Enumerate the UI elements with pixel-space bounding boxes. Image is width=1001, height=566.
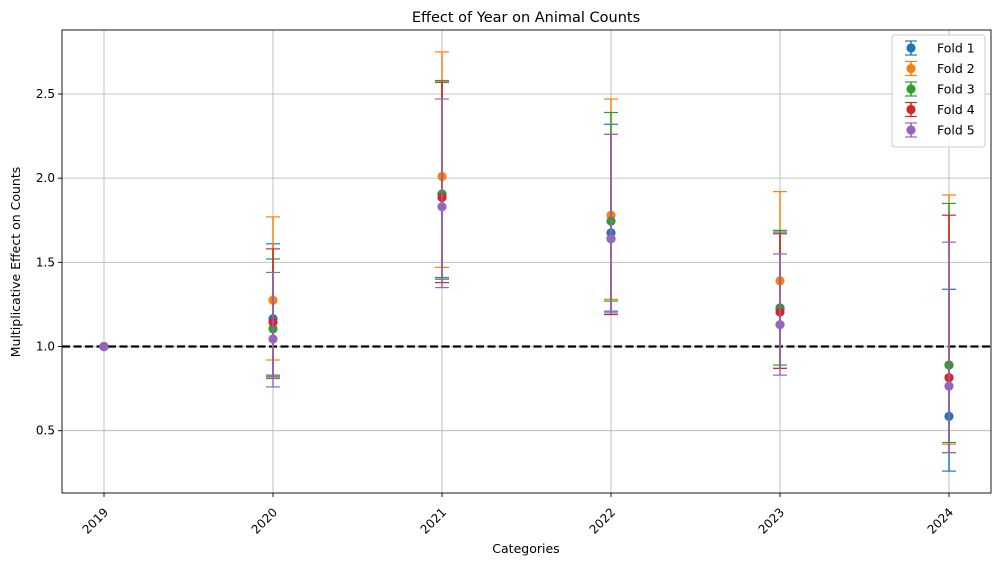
y-tick-label: 2.5 [36,87,55,101]
series-group [99,51,956,472]
legend-label: Fold 3 [937,82,975,97]
legend-label: Fold 5 [937,123,975,138]
legend-marker [906,104,916,115]
x-axis-label: Categories [492,541,559,556]
y-tick-label: 2.0 [36,171,55,185]
chart-title: Effect of Year on Animal Counts [412,10,640,26]
legend-marker [906,125,916,135]
data-point [944,381,954,391]
y-axis-label: Multiplicative Effect on Counts [8,167,23,358]
data-point [775,320,785,330]
legend-item: Fold 5 [905,122,975,138]
series-5 [99,98,956,454]
legend-item: Fold 2 [905,60,975,77]
data-point [99,341,109,352]
legend-marker [906,43,916,53]
y-tick-label: 1.5 [36,255,55,269]
plot-frame [61,29,992,494]
data-point [437,202,447,212]
y-axis-ticks: 0.5 1.0 1.5 2.0 2.5 [36,87,62,438]
legend-label: Fold 1 [937,41,975,56]
legend-marker [906,63,916,74]
y-tick-label: 0.5 [36,424,55,438]
y-tick-label: 1.0 [36,340,55,354]
legend-label: Fold 4 [937,102,975,117]
legend-item: Fold 3 [905,81,975,97]
legend-box [891,34,986,148]
legend-item: Fold 4 [905,101,975,118]
legend: Fold 1 Fold 2 Fold 3 Fold 4 Fold 5 [891,34,986,148]
data-point [268,334,278,344]
legend-marker [906,84,916,94]
data-point [606,234,616,244]
legend-label: Fold 2 [937,61,975,76]
legend-item: Fold 1 [905,40,975,56]
